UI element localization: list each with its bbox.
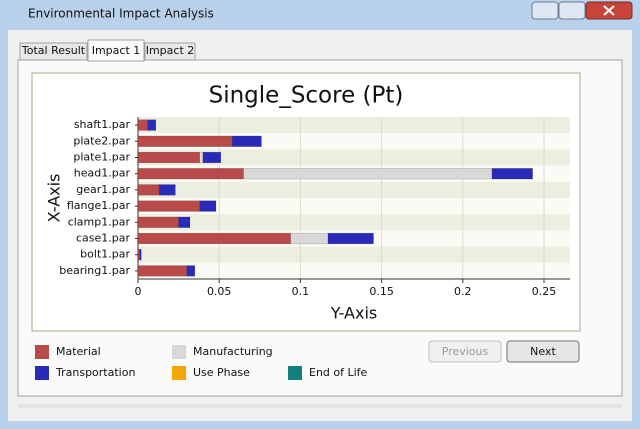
y-axis-title: X-Axis (45, 174, 64, 223)
nav-button[interactable] (506, 340, 580, 363)
x-tick-label: 0 (135, 285, 142, 298)
maximize-button[interactable] (558, 1, 586, 20)
chart-title: Single_Score (Pt) (209, 83, 404, 109)
bar-segment (199, 200, 217, 212)
legend-label: Transportation (55, 366, 135, 379)
bar-segment (243, 168, 493, 180)
y-tick-label: head1.par (74, 167, 131, 180)
legend-label: Use Phase (193, 366, 250, 379)
y-tick-label: plate1.par (73, 151, 130, 164)
bar-segment (139, 249, 142, 261)
bar-segment (231, 135, 262, 147)
minimize-button[interactable] (531, 1, 559, 20)
tab-label: Impact 2 (146, 44, 195, 57)
y-tick-label: shaft1.par (74, 118, 131, 131)
bar-segment (327, 232, 374, 245)
bar-segment (202, 151, 222, 164)
x-tick-label: 0.25 (532, 285, 557, 298)
plot-band (138, 246, 570, 263)
tab-label: Total Result (21, 44, 86, 57)
x-axis-title: Y-Axis (330, 304, 378, 323)
bar-segment (137, 135, 233, 147)
plot-band (138, 117, 570, 134)
nav-button-label: Next (530, 345, 556, 358)
legend-label: End of Life (309, 366, 368, 379)
legend-swatch (35, 345, 49, 359)
x-tick-label: 0.1 (292, 285, 310, 298)
bar-segment (158, 184, 176, 196)
plot-band (138, 198, 570, 215)
bar-segment (290, 232, 329, 245)
legend-label: Material (56, 345, 101, 358)
plot-band (138, 214, 570, 231)
bar-segment (137, 265, 187, 277)
tab-label: Impact 1 (92, 44, 141, 57)
bar-segment (137, 232, 291, 245)
bar-segment (137, 200, 200, 212)
plot-band (138, 262, 570, 279)
y-tick-label: bolt1.par (80, 248, 130, 261)
y-tick-label: plate2.par (73, 134, 130, 147)
y-tick-label: flange1.par (67, 199, 131, 212)
y-tick-label: case1.par (76, 232, 131, 245)
bar-segment (186, 265, 196, 277)
plot-band (138, 181, 570, 198)
x-tick-label: 0.05 (207, 285, 232, 298)
bar-segment (137, 119, 148, 131)
x-tick-label: 0.15 (369, 285, 394, 298)
y-tick-label: bearing1.par (59, 264, 130, 277)
nav-button[interactable] (428, 340, 502, 363)
legend-label: Manufacturing (193, 345, 273, 358)
bar-segment (137, 216, 179, 228)
y-tick-label: gear1.par (76, 183, 130, 196)
tab[interactable] (19, 42, 88, 61)
nav-button-label: Previous (442, 345, 489, 358)
bar-segment (199, 151, 204, 164)
close-icon (603, 5, 615, 16)
bar-segment (137, 168, 244, 180)
status-bar (18, 404, 622, 408)
legend-swatch (288, 366, 302, 380)
legend-swatch (172, 345, 186, 359)
x-tick-label: 0.2 (454, 285, 472, 298)
bar-segment (147, 119, 157, 131)
bar-segment (491, 168, 533, 180)
bar-segment (137, 184, 160, 196)
window-title: Environmental Impact Analysis (28, 7, 214, 21)
tab[interactable] (87, 39, 145, 62)
y-tick-label: clamp1.par (68, 215, 131, 228)
tab[interactable] (144, 42, 196, 61)
legend-swatch (172, 366, 186, 380)
plot-band (138, 149, 570, 166)
legend-swatch (35, 366, 49, 380)
bar-segment (178, 216, 191, 228)
bar-segment (137, 151, 200, 164)
